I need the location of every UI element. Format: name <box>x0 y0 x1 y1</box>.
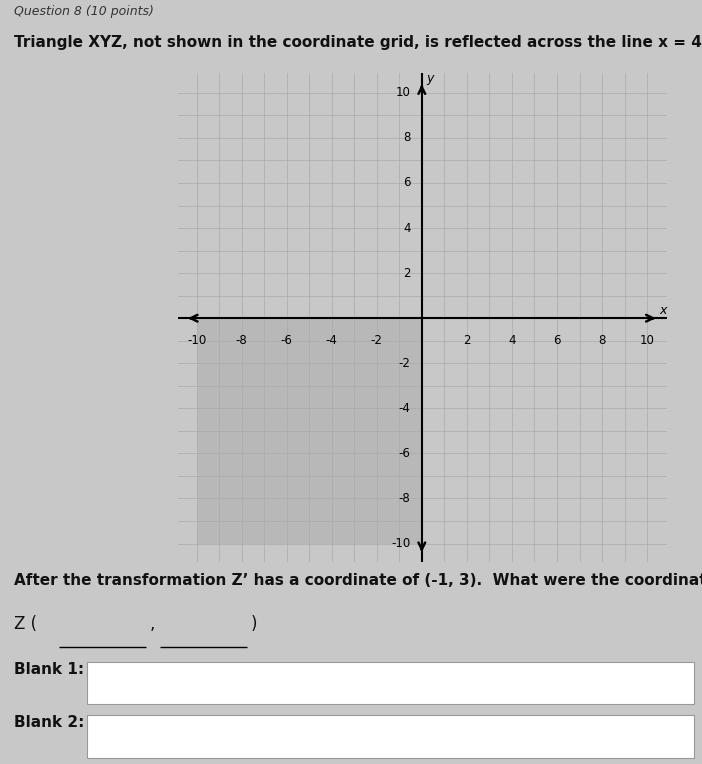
FancyBboxPatch shape <box>87 662 694 704</box>
Text: After the transformation Z’ has a coordinate of (-1, 3).  What were the coordina: After the transformation Z’ has a coordi… <box>14 573 702 588</box>
Text: -4: -4 <box>326 334 338 347</box>
Text: -10: -10 <box>187 334 206 347</box>
Text: -8: -8 <box>399 492 411 505</box>
Text: Triangle XYZ, not shown in the coordinate grid, is reflected across the line x =: Triangle XYZ, not shown in the coordinat… <box>14 34 702 50</box>
Text: ,: , <box>150 615 155 633</box>
Text: y: y <box>426 72 433 85</box>
Text: Blank 1:: Blank 1: <box>14 662 84 677</box>
Text: Z (: Z ( <box>14 615 37 633</box>
Text: 6: 6 <box>403 176 411 189</box>
Text: ): ) <box>251 615 257 633</box>
Bar <box>197 318 422 543</box>
Text: -8: -8 <box>236 334 247 347</box>
Text: 2: 2 <box>403 267 411 280</box>
Text: 8: 8 <box>403 131 411 144</box>
Text: x: x <box>659 304 667 317</box>
Text: 10: 10 <box>640 334 654 347</box>
Text: 8: 8 <box>598 334 606 347</box>
Text: 2: 2 <box>463 334 470 347</box>
Text: 4: 4 <box>508 334 516 347</box>
Text: -6: -6 <box>399 447 411 460</box>
Text: -4: -4 <box>399 402 411 415</box>
FancyBboxPatch shape <box>87 715 694 758</box>
Text: 4: 4 <box>403 222 411 235</box>
Text: Blank 2:: Blank 2: <box>14 715 84 730</box>
Text: -2: -2 <box>371 334 383 347</box>
Text: 10: 10 <box>396 86 411 99</box>
Text: -6: -6 <box>281 334 293 347</box>
Text: -10: -10 <box>391 537 411 550</box>
Text: 6: 6 <box>553 334 561 347</box>
Text: Question 8 (10 points): Question 8 (10 points) <box>14 5 154 18</box>
Text: -2: -2 <box>399 357 411 370</box>
